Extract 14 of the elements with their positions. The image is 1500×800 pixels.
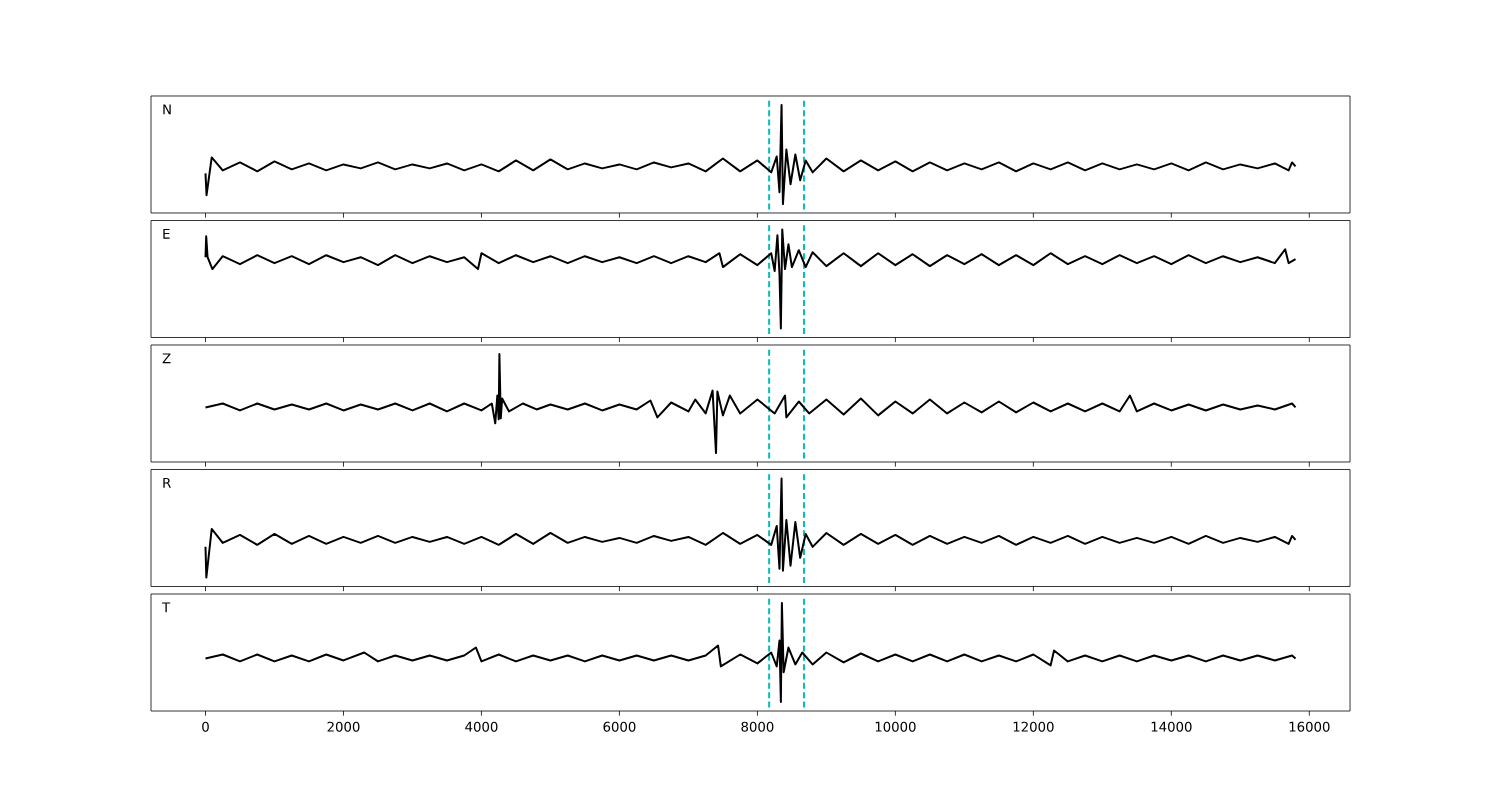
- x-tick-label: 16000: [1289, 721, 1330, 732]
- chart-title: Z: [162, 353, 171, 364]
- chart-title: N: [163, 104, 171, 115]
- x-tick-label: 14000: [1151, 721, 1192, 732]
- x-tick-label: 6000: [603, 721, 636, 732]
- x-tick-label: 10000: [875, 721, 916, 732]
- chart-title: E: [163, 228, 170, 239]
- x-tick-label: 8000: [741, 721, 774, 732]
- x-tick-label: 12000: [1013, 721, 1054, 732]
- x-tick-label: 4000: [465, 721, 498, 732]
- x-tick-label: 2000: [327, 721, 360, 732]
- chart-title: T: [162, 602, 171, 613]
- x-tick-label: 0: [202, 721, 209, 732]
- chart-title: R: [163, 477, 171, 488]
